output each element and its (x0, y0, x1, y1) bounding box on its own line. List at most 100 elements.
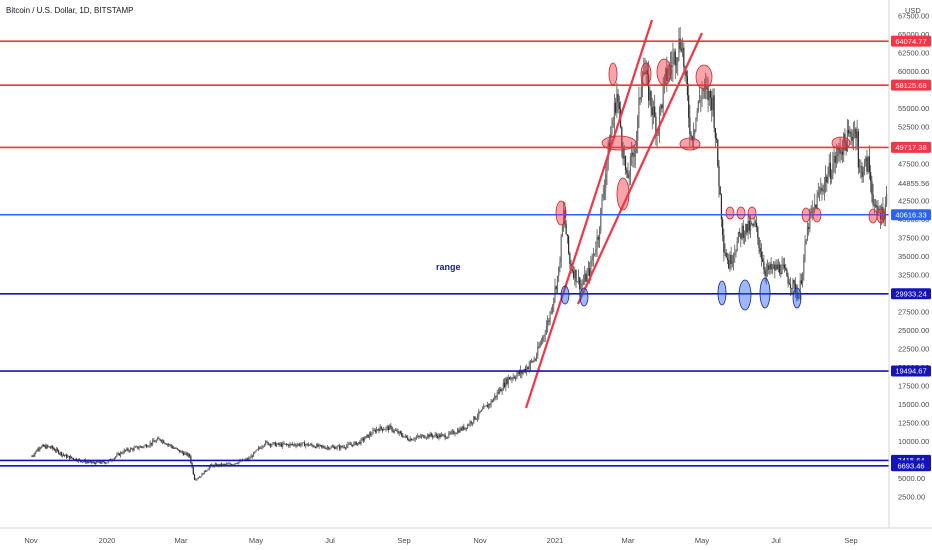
price-candle (430, 433, 433, 436)
price-candle (798, 296, 800, 299)
price-candle (593, 253, 596, 255)
y-tick-label: 67500.00 (898, 12, 929, 21)
price-candle (325, 447, 327, 449)
price-candle (480, 409, 482, 412)
price-candle (113, 457, 115, 460)
trend-channel-line[interactable] (576, 32, 704, 305)
price-candle (654, 106, 656, 117)
price-candle (286, 444, 289, 446)
price-candle (847, 129, 850, 134)
price-candle (511, 378, 513, 380)
price-candle (854, 128, 856, 134)
price-candle (204, 470, 207, 472)
price-candle (428, 434, 430, 438)
price-candle (329, 448, 331, 450)
price-candle (335, 448, 337, 450)
price-candle (769, 263, 771, 270)
price-candle (828, 162, 830, 175)
price-candle (340, 445, 342, 449)
price-candle (137, 446, 139, 449)
support-touch-marker (717, 280, 727, 306)
price-candle (323, 446, 325, 448)
price-candle (72, 458, 75, 460)
price-candle (831, 175, 833, 179)
price-candle (505, 378, 507, 388)
price-candle (308, 445, 310, 446)
price-candle (307, 443, 309, 446)
price-candle (548, 320, 550, 322)
y-tick-label: 60000.00 (898, 67, 929, 76)
x-tick-label: Mar (175, 536, 188, 545)
y-tick-label: 62500.00 (898, 49, 929, 58)
price-candle (708, 91, 710, 101)
price-candle (392, 431, 394, 432)
price-candle (429, 433, 431, 438)
price-candle (377, 429, 379, 431)
price-candle (722, 219, 724, 236)
price-candle (387, 426, 390, 430)
resistance-touch-marker (736, 206, 746, 220)
price-candle (833, 155, 835, 165)
price-candle (547, 320, 549, 327)
price-candle (657, 130, 659, 134)
price-candle (486, 405, 488, 408)
price-candle (749, 223, 752, 231)
price-candle (282, 443, 284, 447)
price-candle (764, 269, 766, 277)
price-candle (476, 416, 479, 419)
price-candle (757, 227, 759, 238)
price-candle (725, 252, 727, 258)
price-candle (877, 207, 879, 213)
price-candle (314, 446, 317, 448)
y-tick-label: 55000.00 (898, 104, 929, 113)
y-tick-label: 10000.00 (898, 437, 929, 446)
price-candle (635, 140, 638, 148)
price-candle (595, 249, 597, 254)
x-axis[interactable]: Nov 2020 Mar May Jul Sep Nov 2021 Mar May Jul Sep (24, 536, 857, 545)
price-candle (589, 268, 591, 277)
price-candle (694, 129, 696, 135)
price-candle (802, 273, 804, 284)
price-candle (492, 398, 495, 402)
price-candle (397, 430, 399, 434)
price-candle (344, 447, 347, 449)
price-candle (852, 133, 855, 141)
price-candle (245, 458, 247, 460)
price-candle (31, 456, 33, 457)
price-candle (214, 464, 217, 465)
current-price-label: 44855.56 (898, 179, 929, 188)
price-candle (643, 72, 645, 75)
price-candle (311, 444, 313, 446)
price-candle (134, 446, 136, 448)
price-candle (248, 458, 250, 460)
price-candle (516, 374, 518, 379)
price-candle (720, 194, 723, 220)
support-touch-marker (560, 285, 570, 305)
price-candle (793, 279, 795, 284)
price-candle (341, 445, 343, 448)
price-candle (618, 102, 620, 110)
price-candle (855, 128, 857, 139)
price-candle (201, 473, 203, 477)
price-candle (675, 62, 678, 66)
price-candle (166, 444, 169, 445)
price-candle (288, 444, 290, 447)
price-candle (96, 461, 98, 463)
price-candle (799, 280, 801, 297)
price-candle (300, 444, 302, 446)
price-candle (95, 461, 97, 464)
price-candle (685, 71, 687, 77)
price-candle (512, 376, 514, 379)
price-candle (760, 252, 763, 259)
price-candle (427, 434, 429, 438)
price-candle (252, 452, 255, 457)
price-candle (860, 166, 862, 167)
price-candle (132, 448, 134, 451)
resistance-touch-marker (725, 206, 735, 220)
price-candle (759, 248, 761, 253)
price-candle (827, 174, 829, 183)
price-candle (459, 428, 461, 433)
price-candle (267, 442, 269, 445)
price-candle (165, 443, 167, 445)
